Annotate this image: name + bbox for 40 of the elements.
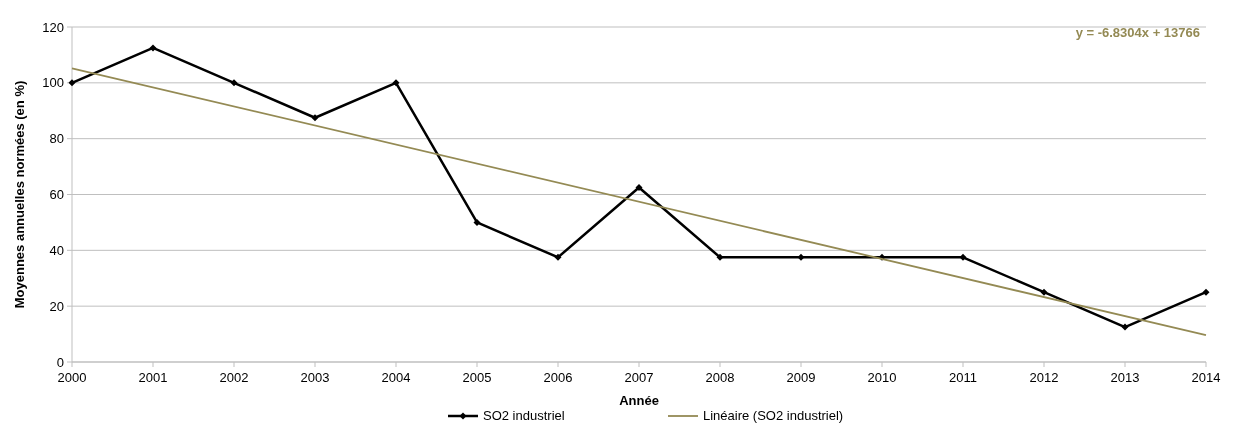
legend-label: SO2 industriel (483, 408, 565, 423)
x-tick-label: 2008 (705, 370, 735, 385)
annotation: y = -6.8304x + 13766 (1075, 25, 1200, 40)
y-tick-label: 60 (49, 187, 64, 203)
point (1202, 288, 1210, 296)
point (311, 114, 319, 122)
x-tick-label: 2007 (624, 370, 654, 385)
x-tick-label: 2003 (300, 370, 330, 385)
x-tick-label: 2013 (1110, 370, 1140, 385)
point (959, 253, 967, 261)
x-tick-label: 2006 (543, 370, 573, 385)
x-tick-label: 2004 (381, 370, 411, 385)
legend-label: Linéaire (SO2 industriel) (703, 408, 844, 423)
point (392, 79, 400, 87)
point (1040, 288, 1048, 296)
x-tick-label: 2002 (219, 370, 249, 385)
point (149, 44, 157, 52)
x-tick-label: 2012 (1029, 370, 1059, 385)
y-tick-label: 80 (49, 131, 64, 147)
point (230, 79, 238, 87)
x-axis-title: Année (619, 393, 659, 408)
point (797, 253, 805, 261)
y-tick-label: 120 (42, 19, 64, 35)
y-tick-label: 40 (49, 242, 64, 258)
x-tick-label: 2000 (57, 370, 87, 385)
x-tick-label: 2005 (462, 370, 492, 385)
x-tick-label: 2001 (138, 370, 168, 385)
y-tick-label: 20 (49, 298, 64, 314)
x-tick-label: 2014 (1191, 370, 1221, 385)
point (716, 253, 724, 261)
point (1121, 323, 1129, 331)
x-tick-label: 2009 (786, 370, 816, 385)
point (473, 218, 481, 226)
y-tick-label: 0 (56, 354, 64, 370)
y-axis-title: Moyennes annuelles normées (en %) (12, 80, 27, 309)
point (554, 253, 562, 261)
y-tick-label: 100 (42, 75, 64, 91)
point (635, 184, 643, 192)
x-tick-label: 2011 (949, 370, 977, 385)
x-tick-label: 2010 (867, 370, 897, 385)
